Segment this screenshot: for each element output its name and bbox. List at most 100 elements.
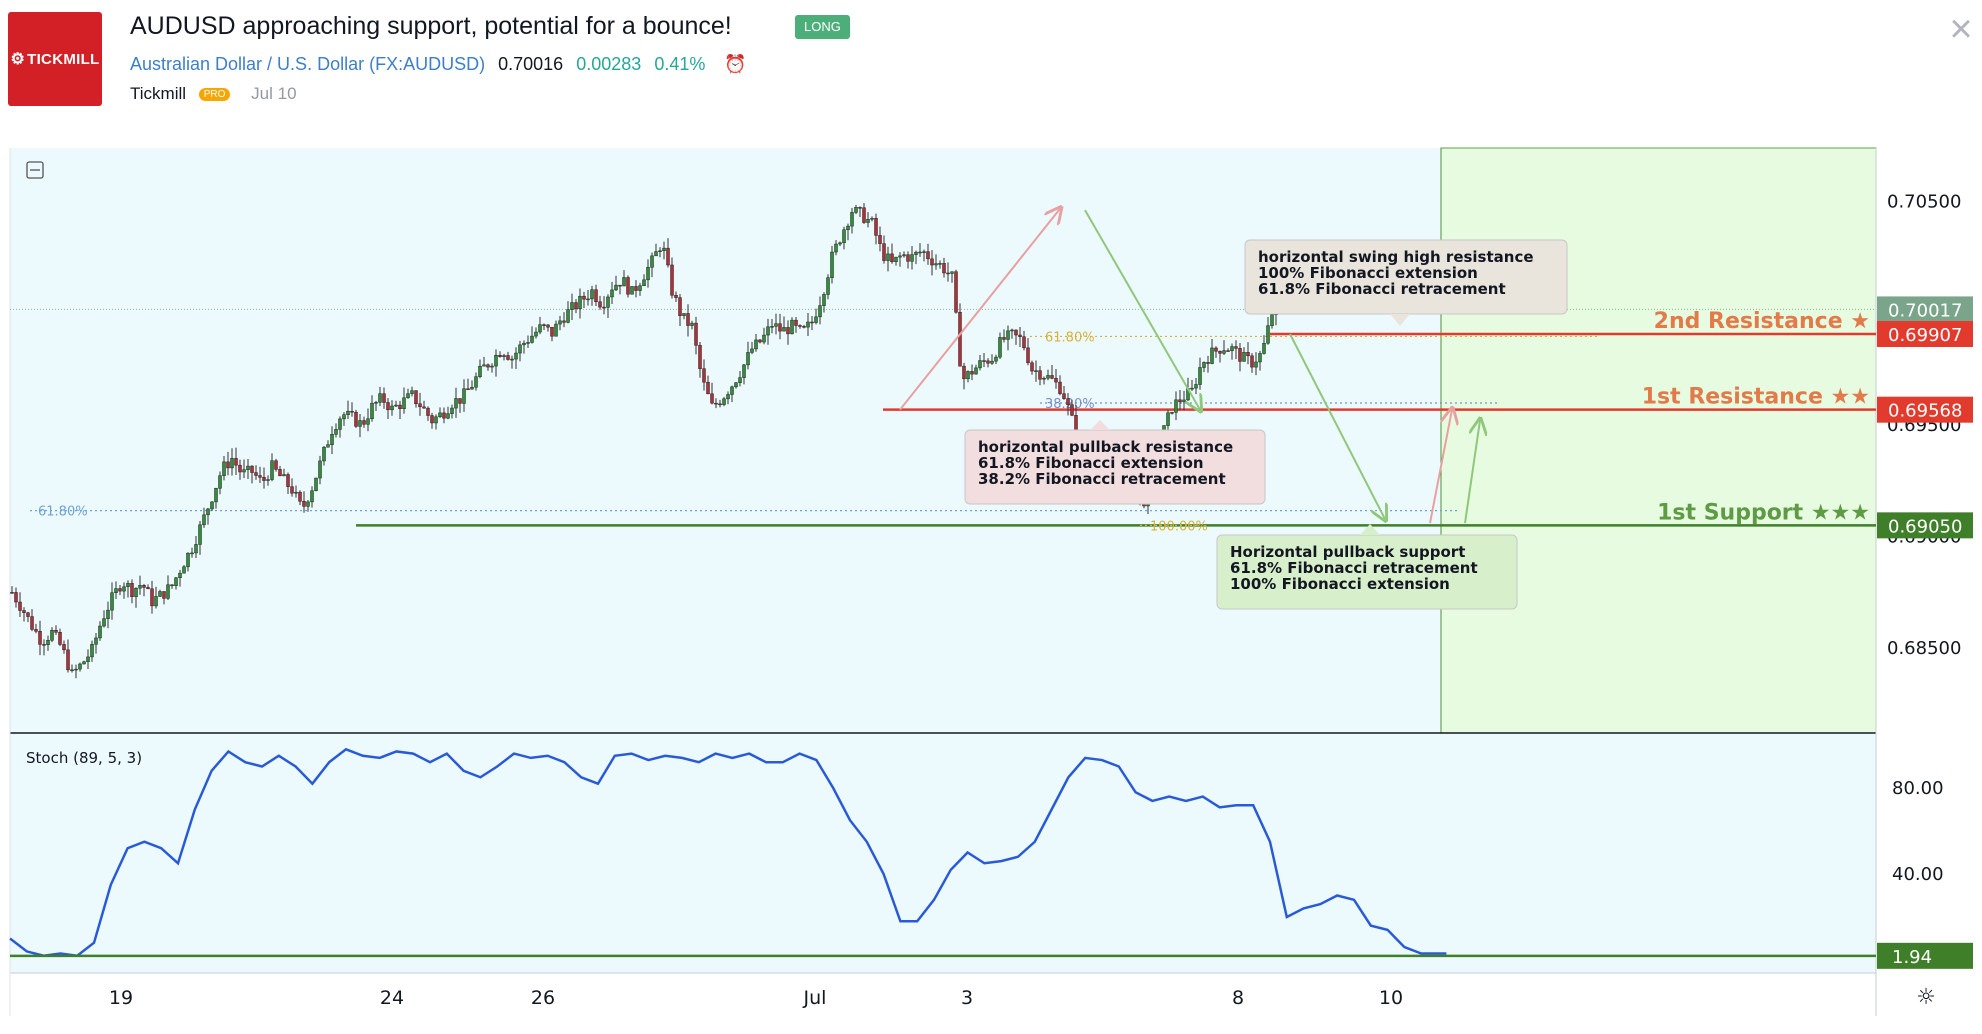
candle-body xyxy=(1258,353,1262,363)
candle-body xyxy=(166,584,170,599)
candle-body xyxy=(1018,334,1022,337)
candle-body xyxy=(1030,362,1034,372)
candle-body xyxy=(914,251,918,255)
collapse-icon[interactable] xyxy=(26,161,44,179)
symbol-code[interactable]: (FX:AUDUSD) xyxy=(369,54,486,74)
candle-body xyxy=(1042,377,1046,380)
candle-body xyxy=(1198,367,1202,385)
symbol-name[interactable]: Australian Dollar / U.S. Dollar xyxy=(130,54,365,74)
candle-body xyxy=(442,412,446,419)
candle-body xyxy=(670,264,674,296)
tickmill-logo[interactable]: ⚙ TICKMILL xyxy=(8,12,102,106)
candle-body xyxy=(310,490,314,503)
candle-body xyxy=(358,420,362,427)
price-badge-label: 0.69568 xyxy=(1888,401,1962,422)
candle-body xyxy=(994,356,998,362)
candle-body xyxy=(126,583,130,588)
candle-body xyxy=(394,404,398,407)
annotation-text: 100% Fibonacci extension xyxy=(1258,264,1478,282)
candle-body xyxy=(10,592,14,594)
candle-body xyxy=(910,254,914,262)
candle-body xyxy=(306,501,310,507)
long-badge: LONG xyxy=(795,15,850,39)
candle-body xyxy=(626,277,630,295)
candle-body xyxy=(834,243,838,253)
stoch-label: Stoch (89, 5, 3) xyxy=(26,749,142,767)
candle-body xyxy=(1174,399,1178,413)
candle-body xyxy=(770,326,774,328)
candle-body xyxy=(1214,347,1218,352)
candle-body xyxy=(766,326,770,336)
annotation-text: 100% Fibonacci extension xyxy=(1230,575,1450,593)
candle-body xyxy=(22,610,26,613)
candle-body xyxy=(446,413,450,419)
annotation-text: Horizontal pullback support xyxy=(1230,543,1465,561)
candle-body xyxy=(182,566,186,574)
candle-body xyxy=(1002,337,1006,340)
candle-body xyxy=(1238,348,1242,362)
candle-body xyxy=(1166,412,1170,426)
author-row: Tickmill PRO Jul 10 xyxy=(130,84,297,104)
stoch-tick-label: 80.00 xyxy=(1892,778,1944,799)
annotation-box[interactable] xyxy=(964,429,1266,505)
candle-body xyxy=(570,302,574,310)
candle-body xyxy=(986,360,990,364)
candle-body xyxy=(838,242,842,245)
candle-body xyxy=(822,294,826,306)
candle-body xyxy=(954,271,958,313)
candle-body xyxy=(534,331,538,337)
candle-body xyxy=(530,335,534,343)
candle-body xyxy=(1222,350,1226,354)
logo-text: TICKMILL xyxy=(27,50,100,68)
candle-body xyxy=(882,243,886,261)
projection-arrow xyxy=(1289,333,1385,519)
alarm-clock-icon[interactable]: ⏰ xyxy=(724,54,747,74)
candle-body xyxy=(1202,362,1206,368)
stoch-badge xyxy=(1877,942,1973,969)
candle-body xyxy=(886,253,890,261)
candle-body xyxy=(1210,347,1214,364)
candle-body xyxy=(1190,387,1194,390)
candle-body xyxy=(1026,347,1030,364)
candle-body xyxy=(74,668,78,671)
candle-body xyxy=(638,285,642,291)
candle-body xyxy=(434,416,438,424)
candle-body xyxy=(218,475,222,489)
candle-body xyxy=(522,342,526,346)
candle-body xyxy=(1022,336,1026,349)
price-tick-label: 0.68500 xyxy=(1887,638,1961,659)
candle-body xyxy=(178,572,182,579)
close-icon[interactable]: × xyxy=(1949,7,1973,51)
candle-body xyxy=(162,591,166,599)
candle-body xyxy=(866,219,870,223)
candle-body xyxy=(542,324,546,326)
candle-body xyxy=(1218,350,1222,354)
price-change-pct: 0.41% xyxy=(654,54,706,74)
candle-body xyxy=(578,295,582,310)
candle-body xyxy=(430,415,434,424)
candle-body xyxy=(1194,384,1198,389)
candle-body xyxy=(990,360,994,364)
candle-body xyxy=(206,508,210,516)
candle-body xyxy=(550,326,554,337)
candle-body xyxy=(250,465,254,473)
annotation-text: horizontal pullback resistance xyxy=(978,438,1233,456)
candle-body xyxy=(374,402,378,404)
candle-body xyxy=(1062,393,1066,399)
candle-body xyxy=(1014,329,1018,336)
candle-body xyxy=(702,368,706,383)
candle-body xyxy=(346,410,350,415)
candle-body xyxy=(122,586,126,592)
candle-body xyxy=(450,407,454,414)
settings-icon[interactable]: ☼ xyxy=(1916,985,1936,1010)
author-name[interactable]: Tickmill xyxy=(130,84,187,103)
candle-body xyxy=(202,514,206,526)
annotation-text: 38.2% Fibonacci retracement xyxy=(978,470,1226,488)
candle-body xyxy=(538,324,542,333)
candle-body xyxy=(850,212,854,227)
gear-logo-icon: ⚙ xyxy=(10,51,26,68)
candle-body xyxy=(102,618,106,627)
candle-body xyxy=(598,301,602,308)
candle-body xyxy=(802,326,806,328)
